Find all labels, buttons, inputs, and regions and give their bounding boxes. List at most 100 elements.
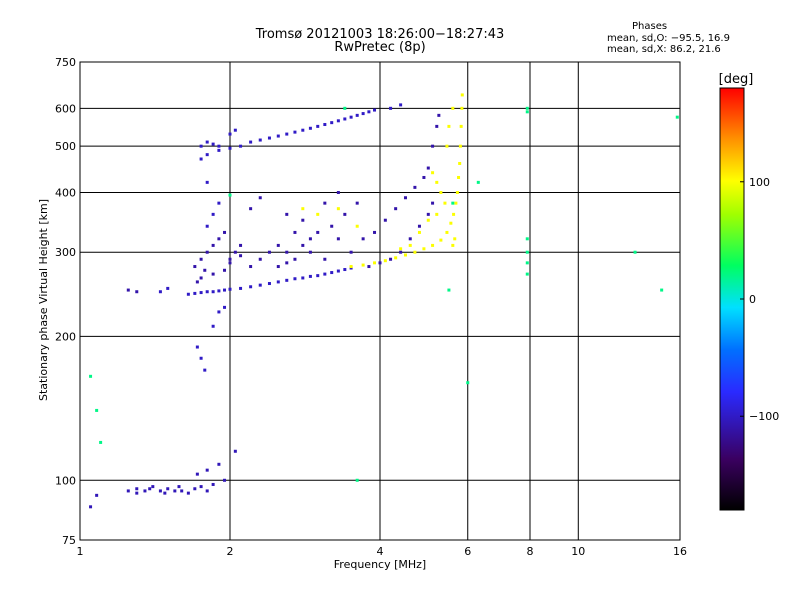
y-tick-label: 500 xyxy=(55,140,76,153)
data-point xyxy=(373,261,377,265)
data-point xyxy=(633,250,637,254)
data-point xyxy=(451,106,455,110)
data-point xyxy=(163,491,167,495)
data-point xyxy=(389,257,393,261)
data-point xyxy=(413,250,417,254)
data-point xyxy=(336,119,340,123)
y-tick-label: 75 xyxy=(62,534,76,547)
data-point xyxy=(455,190,459,194)
y-tick-label: 300 xyxy=(55,246,76,259)
data-point xyxy=(389,106,393,110)
data-point xyxy=(211,324,215,328)
data-point xyxy=(373,108,377,112)
data-point xyxy=(293,130,297,134)
data-point xyxy=(458,144,462,148)
y-tick-label: 750 xyxy=(55,56,76,69)
data-point xyxy=(211,243,215,247)
data-point xyxy=(301,128,305,132)
data-point xyxy=(445,144,449,148)
data-point xyxy=(217,310,221,314)
data-point xyxy=(316,124,320,128)
data-point xyxy=(95,493,99,497)
data-point xyxy=(285,132,289,136)
data-point xyxy=(316,274,320,278)
data-point xyxy=(293,257,297,261)
data-point xyxy=(199,157,203,161)
data-point xyxy=(199,291,203,295)
data-point xyxy=(258,257,262,261)
data-point xyxy=(459,124,463,128)
data-point xyxy=(439,190,443,194)
data-point xyxy=(330,121,334,125)
data-point xyxy=(223,268,227,272)
data-point xyxy=(233,250,237,254)
data-point xyxy=(466,381,470,385)
data-point xyxy=(399,250,403,254)
colorbar-tick-label: −100 xyxy=(749,410,779,423)
data-point xyxy=(195,280,199,284)
data-point xyxy=(276,280,280,284)
data-point xyxy=(205,250,209,254)
data-point xyxy=(199,485,203,489)
data-point xyxy=(525,237,529,241)
data-point xyxy=(203,268,207,272)
data-point xyxy=(158,290,162,294)
data-point xyxy=(408,237,412,241)
data-point xyxy=(443,201,447,205)
data-point xyxy=(211,212,215,216)
data-point xyxy=(476,180,480,184)
data-point xyxy=(308,250,312,254)
x-tick-label: 1 xyxy=(77,545,84,558)
data-point xyxy=(394,207,398,211)
data-point xyxy=(186,491,190,495)
data-point xyxy=(135,290,139,294)
data-point xyxy=(228,257,232,261)
data-point xyxy=(361,112,365,116)
data-point xyxy=(373,230,377,234)
x-axis-label: Frequency [MHz] xyxy=(334,558,426,571)
data-point xyxy=(276,134,280,138)
data-point xyxy=(301,243,305,247)
data-point xyxy=(435,212,439,216)
data-point xyxy=(228,261,232,265)
data-point xyxy=(217,462,221,466)
data-point xyxy=(525,110,529,114)
data-point xyxy=(343,106,347,110)
data-point xyxy=(217,237,221,241)
x-tick-label: 2 xyxy=(227,545,234,558)
data-point xyxy=(408,243,412,247)
data-point xyxy=(258,138,262,142)
data-point xyxy=(267,136,271,140)
x-tick-label: 6 xyxy=(464,545,471,558)
data-point xyxy=(454,201,458,205)
data-point xyxy=(422,175,426,179)
x-tick-label: 8 xyxy=(527,545,534,558)
y-tick-label: 100 xyxy=(55,474,76,487)
data-point xyxy=(228,287,232,291)
data-point xyxy=(453,237,457,241)
data-point xyxy=(316,212,320,216)
data-point xyxy=(249,207,253,211)
data-point xyxy=(151,485,155,489)
data-point xyxy=(89,374,93,378)
data-point xyxy=(126,489,130,493)
x-tick-label: 4 xyxy=(377,545,384,558)
phase-stats-title: Phases xyxy=(632,21,668,32)
data-point xyxy=(239,243,243,247)
y-tick-label: 400 xyxy=(55,186,76,199)
data-point xyxy=(349,115,353,119)
data-point xyxy=(233,128,237,132)
data-point xyxy=(205,180,209,184)
data-point xyxy=(439,238,443,242)
data-point xyxy=(249,265,253,269)
data-point xyxy=(323,123,327,127)
data-point xyxy=(95,408,99,412)
phase-stats-o: mean, sd,O: −95.5, 16.9 xyxy=(607,33,730,44)
data-point xyxy=(228,132,232,136)
data-point xyxy=(285,212,289,216)
data-point xyxy=(193,291,197,295)
data-point xyxy=(205,140,209,144)
data-point xyxy=(308,237,312,241)
data-point xyxy=(205,290,209,294)
data-point xyxy=(367,110,371,114)
